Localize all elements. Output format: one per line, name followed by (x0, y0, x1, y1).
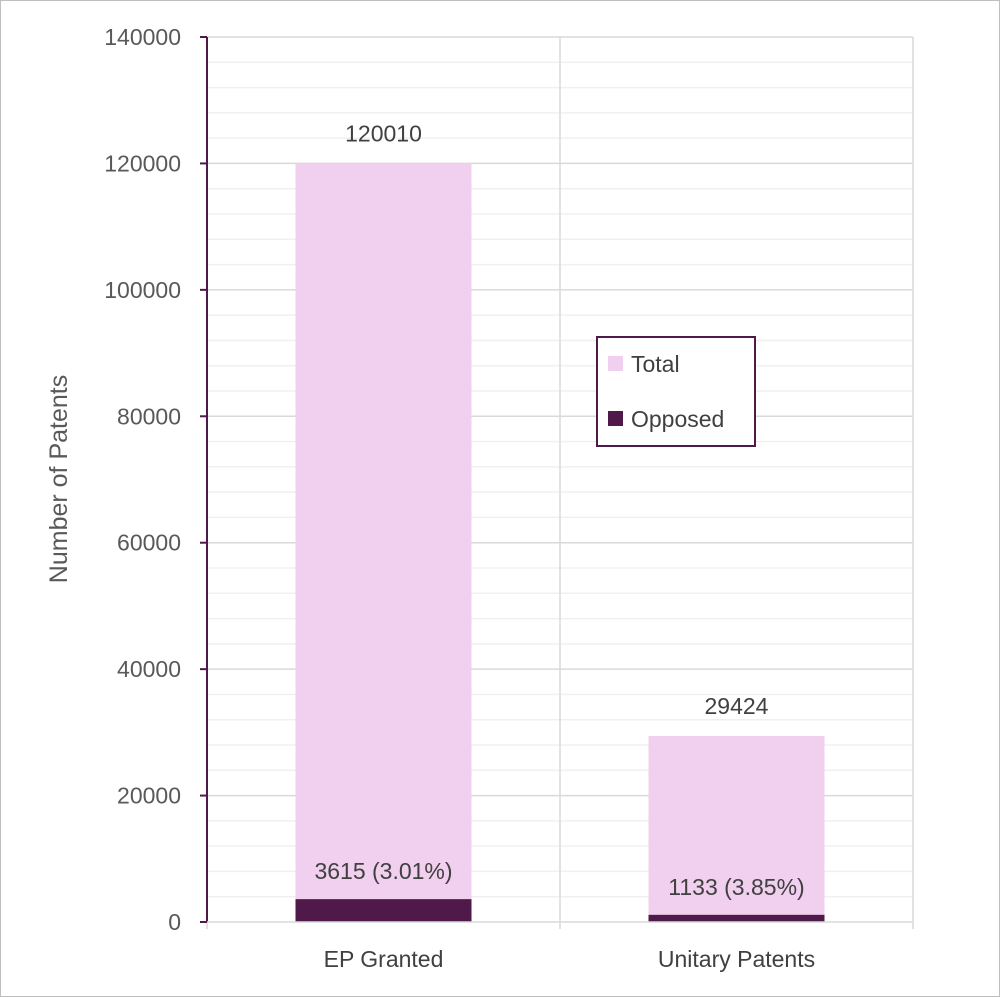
y-tick-label: 140000 (104, 24, 181, 50)
y-tick-label: 40000 (117, 656, 181, 682)
legend-label-opposed: Opposed (631, 406, 724, 432)
bar-total (648, 735, 825, 922)
data-label-opposed: 1133 (3.85%) (668, 874, 804, 900)
legend-swatch-opposed (608, 411, 623, 426)
data-label-opposed: 3615 (3.01%) (314, 858, 452, 884)
axes-layer (200, 36, 913, 923)
x-category-label: Unitary Patents (658, 946, 815, 972)
labels-layer: 0 20000 40000 60000 80000 100000 120000 140000 1… (104, 24, 815, 972)
y-tick-label: 80000 (117, 403, 181, 429)
data-label-total: 120010 (345, 120, 422, 146)
y-tick-label: 120000 (104, 150, 181, 176)
bar-opposed (648, 914, 825, 922)
y-tick-label: 0 (168, 909, 181, 935)
data-label-total: 29424 (705, 693, 769, 719)
legend: Total Opposed (596, 336, 756, 447)
y-axis-title: Number of Patents (45, 375, 73, 583)
y-tick-label: 60000 (117, 530, 181, 556)
bar-opposed (295, 899, 472, 922)
y-tick-label: 100000 (104, 277, 181, 303)
y-tick-label: 20000 (117, 783, 181, 809)
legend-swatch-total (608, 356, 623, 371)
legend-label-total: Total (631, 351, 680, 377)
legend-box (596, 336, 756, 447)
bar-total (295, 163, 472, 922)
x-category-label: EP Granted (324, 946, 444, 972)
bars-layer (295, 163, 825, 922)
